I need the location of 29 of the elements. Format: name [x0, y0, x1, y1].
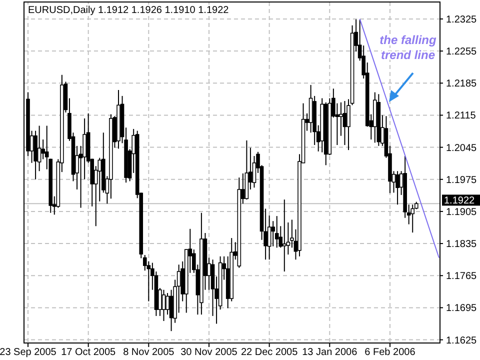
candlestick [162, 289, 166, 322]
annotation: the falling trend line [380, 33, 437, 62]
y-tick-label: 1.2185 [446, 78, 478, 90]
y-tick-label: 1.1905 [446, 206, 478, 218]
y-tick-label: 1.2115 [446, 110, 476, 122]
y-tick-label: 1.2045 [446, 142, 478, 154]
candlestick [274, 216, 279, 248]
y-tick-label: 1.1765 [446, 271, 478, 282]
candlestick [396, 170, 400, 206]
x-tick-label: 22 Dec 2005 [240, 347, 298, 358]
chart-title: EURUSD,Daily 1.1912 1.1926 1.1910 1.1922 [28, 5, 230, 16]
x-tick-label: 17 Oct 2005 [61, 347, 116, 358]
y-tick-label: 1.2255 [446, 46, 478, 58]
y-tick-label: 1.1975 [446, 174, 478, 186]
ref-line-label: 1.1922 [444, 196, 476, 207]
candlestick [166, 292, 170, 316]
y-tick-label: 1.2325 [446, 14, 478, 26]
candlestick [282, 199, 286, 272]
y-tick-label: 1.1835 [446, 239, 478, 250]
x-tick-label: 6 Feb 2006 [364, 347, 416, 358]
x-tick-label: 23 Sep 2005 [0, 347, 57, 358]
x-tick-label: 30 Nov 2005 [180, 347, 238, 358]
candlestick [169, 289, 174, 332]
candlestick [410, 204, 415, 234]
x-tick-label: 8 Nov 2005 [123, 347, 175, 358]
y-tick-label: 1.1695 [446, 303, 478, 314]
y-tick-label: 1.1625 [446, 335, 478, 346]
candlestick [342, 100, 347, 146]
x-tick-label: 13 Jan 2006 [302, 347, 358, 358]
